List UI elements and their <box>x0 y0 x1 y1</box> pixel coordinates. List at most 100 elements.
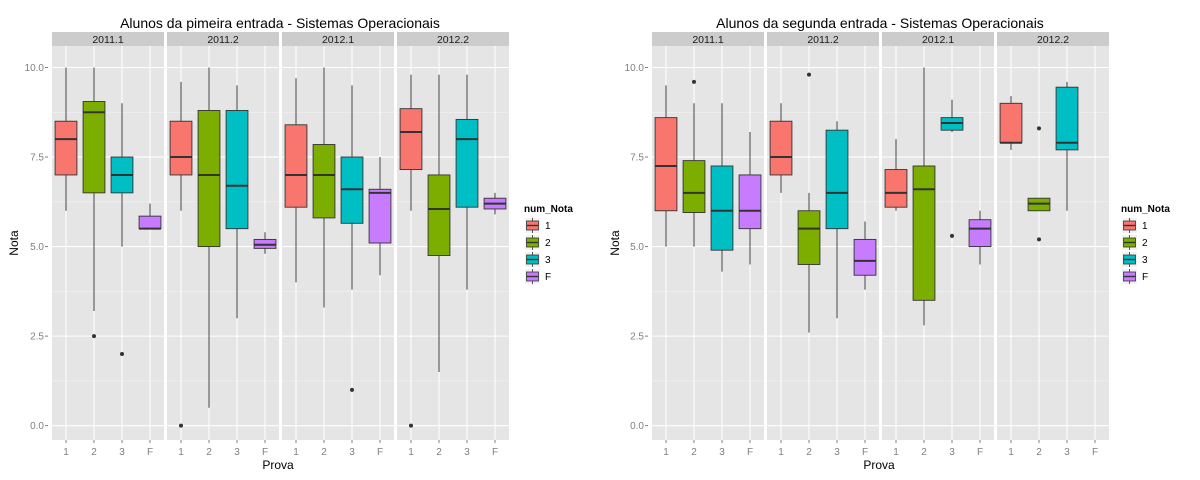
boxplot-2012.1-prova-F <box>968 210 992 265</box>
y-tick-label: 10.0 <box>625 63 645 74</box>
box-iqr <box>769 120 793 176</box>
boxplot-2011.1-prova-1 <box>54 67 78 211</box>
legend-key-F: F <box>1122 269 1148 284</box>
outlier-point <box>409 423 413 428</box>
facet-strip-label: 2012.2 <box>1037 34 1069 46</box>
facet-strip <box>767 32 879 46</box>
x-tick-label: 3 <box>464 447 470 458</box>
panel-background <box>652 46 764 440</box>
facet-panel-2012.2: 2012.2 1 2 3 F <box>397 32 509 458</box>
legend-label: 2 <box>545 238 551 249</box>
legend-key-1: 1 <box>525 218 551 233</box>
x-tick-label: 1 <box>893 447 899 458</box>
x-tick-label: 3 <box>949 447 955 458</box>
x-tick-label: F <box>1092 447 1098 458</box>
legend-key-3: 3 <box>1122 252 1148 267</box>
boxplot-2011.2-prova-1 <box>769 103 793 193</box>
boxplot-2012.2-prova-2 <box>1027 126 1051 242</box>
legend-title: num_Nota <box>1121 204 1170 215</box>
facet-panel-2012.1: 2012.1 1 2 3 F <box>282 32 394 458</box>
boxplot-2011.2-prova-2 <box>797 72 821 333</box>
legend-label: F <box>545 272 551 283</box>
box-iqr <box>912 165 936 301</box>
facet-panel-2012.1: 2012.1 1 2 3 F <box>882 32 994 458</box>
facet-panel-2011.2: 2011.2 1 2 3 F <box>767 32 879 458</box>
box-iqr <box>797 210 821 265</box>
boxplot-2011.1-prova-3 <box>710 103 734 272</box>
x-tick-label: 2 <box>206 447 212 458</box>
y-tick-label: 0.0 <box>630 421 644 432</box>
legend-label: 1 <box>1142 221 1148 232</box>
outlier-point <box>179 423 183 428</box>
x-tick-label: 3 <box>719 447 725 458</box>
legend: num_Nota 1 2 3 F <box>1121 204 1170 284</box>
facet-strip <box>652 32 764 46</box>
boxplot-2011.1-prova-F <box>738 131 762 265</box>
box-iqr <box>399 108 423 171</box>
boxplot-2011.1-prova-1 <box>654 85 678 247</box>
boxplot-2012.1-prova-F <box>368 157 392 276</box>
facet-strip <box>882 32 994 46</box>
y-tick-label: 2.5 <box>30 332 44 343</box>
facet-strip <box>397 32 509 46</box>
legend-label: 1 <box>545 221 551 232</box>
boxplot-2011.2-prova-F <box>253 232 277 254</box>
box-iqr <box>312 144 336 219</box>
x-tick-label: 2 <box>91 447 97 458</box>
x-tick-label: 2 <box>436 447 442 458</box>
boxplot-2012.2-prova-1 <box>999 96 1023 150</box>
box-iqr <box>682 160 706 214</box>
y-tick-label: 5.0 <box>30 242 44 253</box>
facet-strip-label: 2012.2 <box>437 34 469 46</box>
facet-panel-2011.1: 2011.1 1 2 3 F <box>52 32 164 458</box>
facet-panel-2012.2: 2012.2 1 2 3 F <box>997 32 1109 458</box>
x-tick-label: 3 <box>1064 447 1070 458</box>
outlier-point <box>950 233 954 238</box>
facet-panel-2011.1: 2011.1 1 2 3 F <box>652 32 764 458</box>
box-iqr <box>654 117 678 212</box>
boxplot-2011.1-prova-2 <box>682 79 706 247</box>
x-axis-title: Prova <box>262 458 294 472</box>
y-tick-label: 2.5 <box>630 332 644 343</box>
boxplot-2012.2-prova-3 <box>1055 81 1079 211</box>
boxplot-2012.2-prova-1 <box>399 74 423 428</box>
chart-2: Alunos da segunda entrada - Sistemas Ope… <box>608 15 1170 472</box>
facet-strip-label: 2011.2 <box>207 34 238 46</box>
facet-strip-label: 2011.1 <box>92 34 123 46</box>
boxplot-2011.2-prova-F <box>853 221 877 290</box>
boxplot-2011.1-prova-2 <box>82 67 106 339</box>
outlier-point <box>120 352 124 357</box>
facet-strip <box>52 32 164 46</box>
box-iqr <box>968 219 992 248</box>
x-tick-label: 3 <box>834 447 840 458</box>
legend-key-3: 3 <box>525 252 551 267</box>
boxplot-2012.1-prova-1 <box>884 139 908 211</box>
boxplot-2012.1-prova-2 <box>312 67 336 308</box>
x-tick-label: F <box>747 447 753 458</box>
legend-key-2: 2 <box>525 235 551 250</box>
x-tick-label: 2 <box>1036 447 1042 458</box>
box-iqr <box>710 165 734 251</box>
outlier-point <box>692 79 696 84</box>
box-iqr <box>455 118 479 208</box>
chart-title: Alunos da pimeira entrada - Sistemas Ope… <box>120 15 440 31</box>
outlier-point <box>1037 237 1041 242</box>
box-iqr <box>284 124 308 208</box>
box-iqr <box>738 174 762 230</box>
box-iqr <box>169 120 193 176</box>
boxplot-2012.2-prova-2 <box>427 74 451 372</box>
facet-strip-label: 2012.1 <box>322 34 354 46</box>
facet-panel-2011.2: 2011.2 1 2 3 F <box>167 32 279 458</box>
boxplot-2011.2-prova-2 <box>197 67 221 408</box>
legend: num_Nota 1 2 3 F <box>524 204 573 284</box>
legend-label: 3 <box>1142 255 1148 266</box>
legend-label: 3 <box>545 255 551 266</box>
y-axis-title: Nota <box>7 230 21 256</box>
boxplot-2012.2-prova-3 <box>455 74 479 290</box>
boxplot-2012.1-prova-3 <box>340 85 364 392</box>
boxplot-2011.2-prova-1 <box>169 81 193 428</box>
box-iqr <box>54 120 78 176</box>
outlier-point <box>807 72 811 77</box>
x-tick-label: 1 <box>178 447 184 458</box>
